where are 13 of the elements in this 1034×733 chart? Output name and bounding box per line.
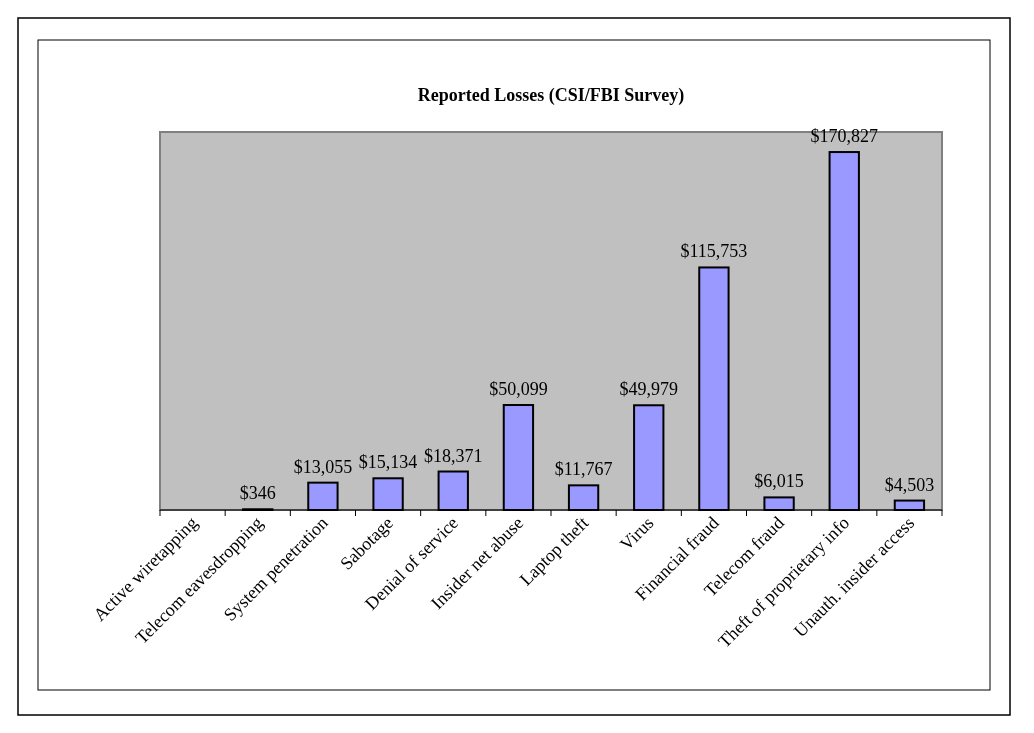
data-label: $15,134 <box>358 452 418 473</box>
data-label: $50,099 <box>489 379 548 400</box>
chart-title: Reported Losses (CSI/FBI Survey) <box>417 85 685 106</box>
data-label: $11,767 <box>554 459 613 480</box>
data-label: $4,503 <box>884 474 935 495</box>
x-tick-label: Virus <box>615 512 658 555</box>
data-label: $18,371 <box>424 445 483 466</box>
data-label: $6,015 <box>754 471 804 492</box>
data-label: $170,827 <box>810 126 878 147</box>
data-label: $13,055 <box>293 456 353 477</box>
data-label: $115,753 <box>680 241 748 262</box>
data-label: $49,979 <box>619 379 678 400</box>
data-label: $346 <box>239 483 276 504</box>
